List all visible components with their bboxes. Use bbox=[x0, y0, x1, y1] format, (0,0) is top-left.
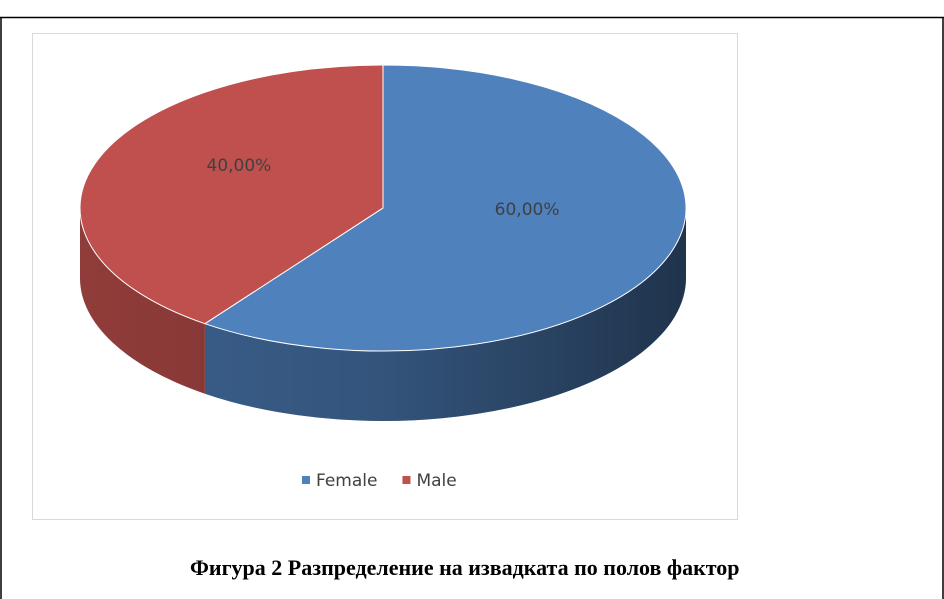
slice bbox=[79, 64, 384, 325]
slice bbox=[203, 64, 687, 352]
slice-side-shade bbox=[80, 208, 205, 394]
legend-label: Female bbox=[316, 471, 377, 491]
legend-swatch bbox=[402, 476, 411, 484]
data-label: 60,00% bbox=[495, 200, 560, 220]
data-label: 40,00% bbox=[207, 156, 272, 176]
pie: 60,00% 40,00% Female Male bbox=[79, 64, 687, 491]
slice-side-shade bbox=[204, 208, 686, 421]
legend-swatch bbox=[302, 476, 310, 484]
caption: Фигура 2 Разпределение на извадката по п… bbox=[190, 555, 740, 580]
legend-label: Male bbox=[416, 471, 456, 491]
